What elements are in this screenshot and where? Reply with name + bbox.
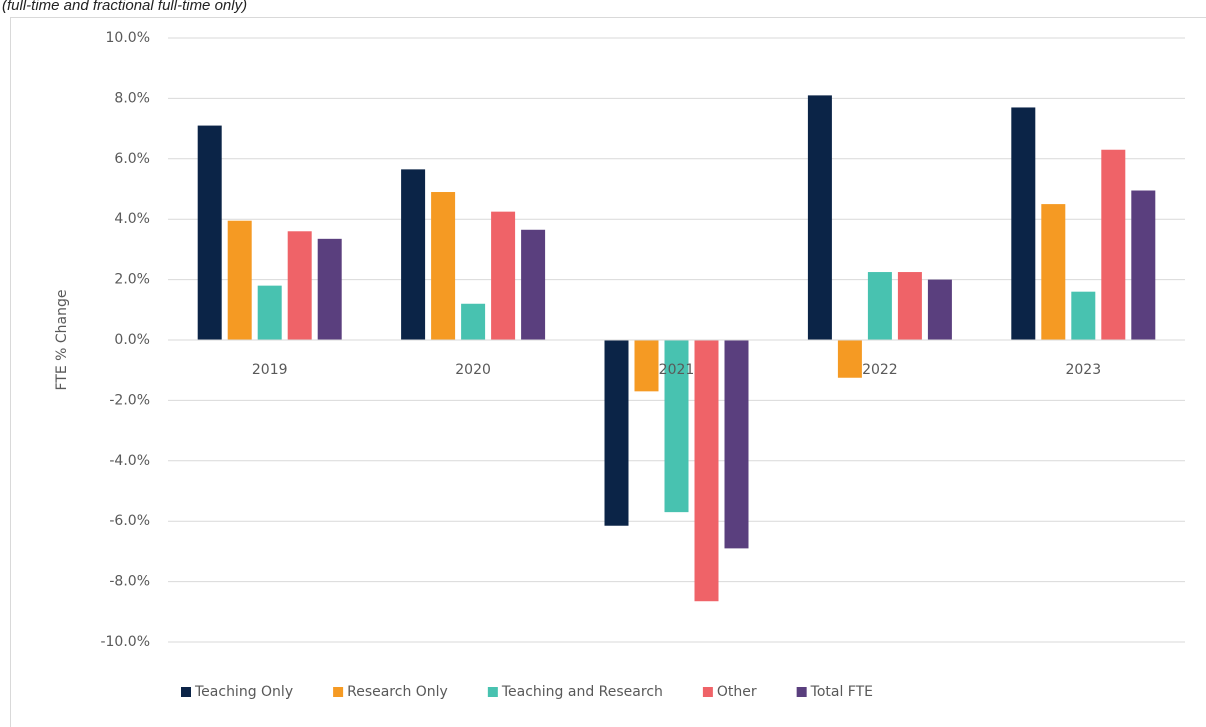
- y-tick-label: 10.0%: [106, 30, 150, 46]
- legend-swatch: [181, 687, 191, 697]
- bar: [401, 169, 426, 340]
- bar: [867, 272, 892, 340]
- bar: [1071, 291, 1096, 340]
- x-tick-label: 2022: [862, 362, 898, 378]
- legend-label: Teaching and Research: [501, 684, 663, 700]
- bar: [431, 192, 456, 340]
- bar: [1041, 204, 1066, 340]
- x-tick-label: 2019: [252, 362, 288, 378]
- bar: [664, 340, 689, 513]
- chart-subtitle: (full-time and fractional full-time only…: [2, 0, 247, 14]
- y-tick-label: -2.0%: [109, 392, 150, 408]
- legend-label: Teaching Only: [194, 684, 293, 700]
- bar: [807, 95, 832, 340]
- legend-swatch: [333, 687, 344, 697]
- bar: [521, 229, 546, 340]
- x-tick-label: 2023: [1065, 362, 1101, 378]
- bar: [287, 231, 312, 340]
- bar: [837, 340, 862, 378]
- bar: [634, 340, 659, 392]
- x-tick-label: 2021: [659, 362, 695, 378]
- y-axis-title: FTE % Change: [54, 289, 70, 390]
- bar: [897, 272, 922, 340]
- legend-swatch: [702, 687, 713, 697]
- bar: [257, 285, 282, 340]
- y-tick-label: -6.0%: [109, 513, 150, 529]
- bar: [694, 340, 719, 602]
- bar: [197, 125, 222, 340]
- legend-swatch: [796, 687, 807, 697]
- bar: [724, 340, 749, 549]
- legend-label: Other: [717, 684, 757, 700]
- y-tick-label: 2.0%: [114, 272, 150, 288]
- y-tick-label: -4.0%: [109, 453, 150, 469]
- y-tick-label: 6.0%: [114, 151, 150, 167]
- y-tick-label: -10.0%: [100, 634, 150, 650]
- y-tick-label: 8.0%: [114, 90, 150, 106]
- bar: [317, 238, 342, 340]
- y-tick-label: 0.0%: [114, 332, 150, 348]
- legend-swatch: [487, 687, 498, 697]
- chart-frame: [10, 17, 1206, 727]
- bar: [604, 340, 629, 526]
- y-tick-label: -8.0%: [109, 574, 150, 590]
- bar: [461, 303, 486, 340]
- y-tick-label: 4.0%: [114, 211, 150, 227]
- bar: [1101, 149, 1126, 340]
- bar: [491, 211, 516, 340]
- legend-label: Research Only: [347, 684, 448, 700]
- x-tick-label: 2020: [455, 362, 491, 378]
- bar: [1131, 190, 1156, 340]
- bar: [227, 220, 252, 340]
- bar: [927, 279, 952, 340]
- bar: [1011, 107, 1036, 341]
- legend-label: Total FTE: [810, 684, 873, 700]
